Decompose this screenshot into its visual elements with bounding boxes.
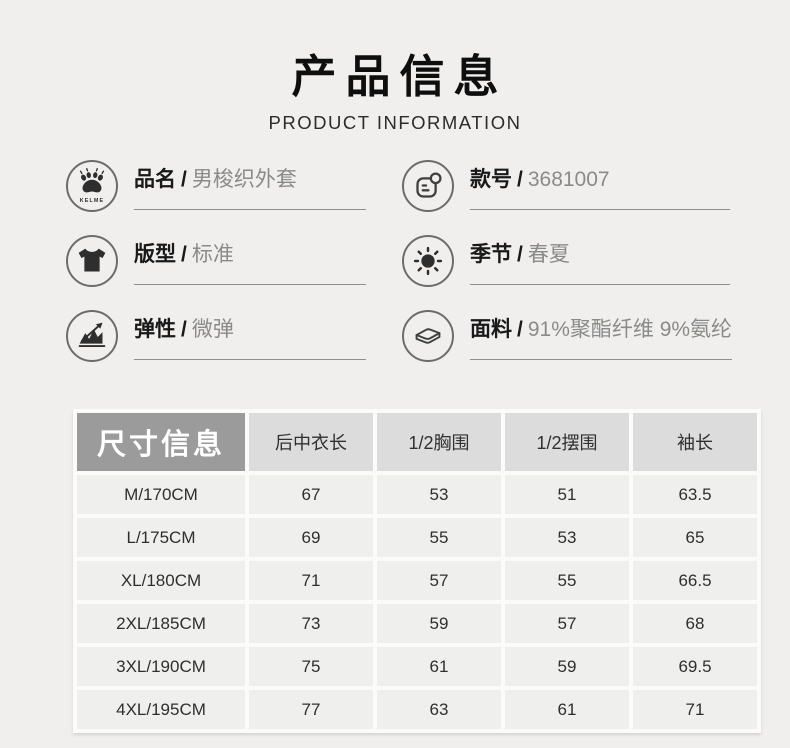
size-label: 3XL/190CM <box>77 647 245 686</box>
info-item-fit: 版型 / 标准 <box>66 235 366 300</box>
measurement-value: 63.5 <box>633 475 757 514</box>
size-label: 4XL/195CM <box>77 690 245 729</box>
info-item-season: 季节 / 春夏 <box>402 235 730 300</box>
measurement-value: 57 <box>505 604 629 643</box>
measurement-value: 73 <box>249 604 373 643</box>
measurement-value: 66.5 <box>633 561 757 600</box>
info-item-product-name: KELME 品名 / 男梭织外套 <box>66 160 366 225</box>
measurement-value: 68 <box>633 604 757 643</box>
trend-icon <box>66 310 118 362</box>
separator: / <box>517 243 523 266</box>
info-content: 季节 / 春夏 <box>470 240 730 285</box>
table-row: XL/180CM 71 57 55 66.5 <box>77 561 757 600</box>
column-header-half-chest: 1/2胸围 <box>377 413 501 471</box>
measurement-value: 59 <box>377 604 501 643</box>
tshirt-icon <box>66 235 118 287</box>
info-label: 版型 <box>134 243 176 266</box>
separator: / <box>517 318 523 341</box>
info-label: 品名 <box>134 168 176 191</box>
measurement-value: 71 <box>633 690 757 729</box>
fabric-icon <box>402 310 454 362</box>
measurement-value: 63 <box>377 690 501 729</box>
size-label: L/175CM <box>77 518 245 557</box>
paw-logo-icon: KELME <box>66 160 118 212</box>
measurement-value: 57 <box>377 561 501 600</box>
info-item-style-number: 款号/3681007 <box>402 160 730 225</box>
info-label: 季节 <box>470 243 512 266</box>
measurement-value: 55 <box>377 518 501 557</box>
info-value: 标准 <box>191 243 234 266</box>
size-label: M/170CM <box>77 475 245 514</box>
info-item-elasticity: 弹性 / 微弹 <box>66 310 366 375</box>
info-label: 款号 <box>470 168 512 191</box>
measurement-value: 69.5 <box>633 647 757 686</box>
separator: / <box>181 243 187 266</box>
info-label: 弹性 <box>134 318 176 341</box>
separator: / <box>181 318 187 341</box>
measurement-value: 69 <box>249 518 373 557</box>
table-row: 4XL/195CM 77 63 61 71 <box>77 690 757 729</box>
column-header-half-hem: 1/2摆围 <box>505 413 629 471</box>
separator: / <box>181 168 187 191</box>
measurement-value: 53 <box>377 475 501 514</box>
measurement-value: 55 <box>505 561 629 600</box>
info-content: 弹性 / 微弹 <box>134 315 366 360</box>
info-label: 面料 <box>470 318 512 341</box>
measurement-value: 67 <box>249 475 373 514</box>
info-item-fabric: 面料/91%聚酯纤维 9%氨纶 <box>402 310 733 375</box>
measurement-value: 59 <box>505 647 629 686</box>
table-row: 2XL/185CM 73 59 57 68 <box>77 604 757 643</box>
info-content: 品名 / 男梭织外套 <box>134 165 366 210</box>
size-label: XL/180CM <box>77 561 245 600</box>
column-header-back-length: 后中衣长 <box>249 413 373 471</box>
measurement-value: 65 <box>633 518 757 557</box>
measurement-value: 71 <box>249 561 373 600</box>
product-info-grid: KELME 品名 / 男梭织外套 款号/3681007 <box>66 160 790 375</box>
info-value: 男梭织外套 <box>191 168 297 191</box>
size-chart-title: 尺寸信息 <box>77 413 245 471</box>
size-chart-header-row: 尺寸信息 后中衣长 1/2胸围 1/2摆围 袖长 <box>77 413 757 471</box>
column-header-sleeve-length: 袖长 <box>633 413 757 471</box>
info-content: 面料/91%聚酯纤维 9%氨纶 <box>470 315 733 360</box>
info-value: 春夏 <box>527 243 570 266</box>
table-row: M/170CM 67 53 51 63.5 <box>77 475 757 514</box>
info-content: 款号/3681007 <box>470 165 730 210</box>
info-value: 微弹 <box>191 318 234 341</box>
kelme-logo-text: KELME <box>80 198 104 204</box>
measurement-value: 61 <box>377 647 501 686</box>
page-subtitle: PRODUCT INFORMATION <box>268 112 522 133</box>
table-row: 3XL/190CM 75 61 59 69.5 <box>77 647 757 686</box>
measurement-value: 53 <box>505 518 629 557</box>
measurement-value: 51 <box>505 475 629 514</box>
measurement-value: 77 <box>249 690 373 729</box>
tag-icon <box>402 160 454 212</box>
info-value: 91%聚酯纤维 9%氨纶 <box>527 318 733 341</box>
sun-icon <box>402 235 454 287</box>
info-value: 3681007 <box>527 168 610 191</box>
size-label: 2XL/185CM <box>77 604 245 643</box>
page-title: 产品信息 <box>291 51 508 102</box>
size-chart-table: 尺寸信息 后中衣长 1/2胸围 1/2摆围 袖长 M/170CM 67 53 5… <box>73 409 761 733</box>
separator: / <box>517 168 523 191</box>
measurement-value: 61 <box>505 690 629 729</box>
measurement-value: 75 <box>249 647 373 686</box>
info-content: 版型 / 标准 <box>134 240 366 285</box>
table-row: L/175CM 69 55 53 65 <box>77 518 757 557</box>
